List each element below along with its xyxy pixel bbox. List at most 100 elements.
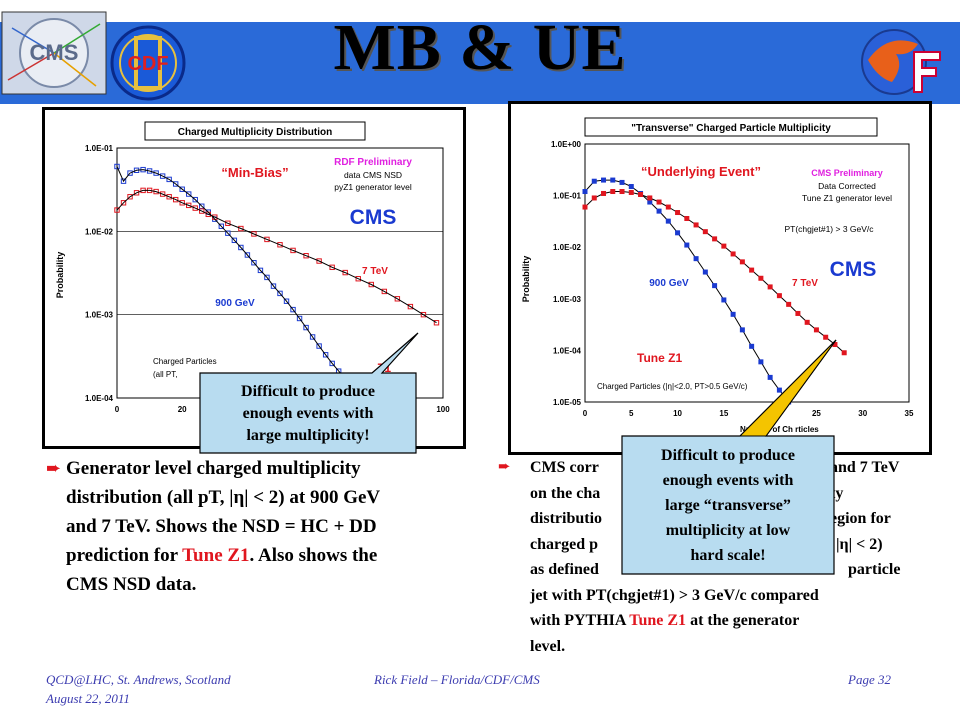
right-data-point-7tev (758, 275, 764, 281)
left-plot-frame (116, 147, 444, 399)
left-data-point-7tev (420, 311, 427, 318)
left-data-point-900gev (296, 315, 303, 322)
left-data-point-7tev (381, 288, 388, 295)
right-data-point-7tev (619, 189, 625, 195)
right-data-point-900gev (758, 359, 764, 365)
left-callout-line-3: large multiplicity! (246, 427, 369, 444)
right-plot-frame (584, 143, 910, 403)
right-bullet-frag-3: on the cha (530, 484, 601, 502)
right-ylabel: Probability (521, 256, 531, 303)
right-callout-line-3: large “transverse” (665, 497, 791, 514)
left-data-point-900gev (114, 163, 120, 170)
left-label-7tev: 7 TeV (362, 266, 388, 277)
right-data-point-7tev (749, 267, 755, 273)
left-label-900gev: 900 GeV (215, 298, 255, 309)
left-data-point-900gev (309, 334, 316, 340)
left-data-point-900gev (231, 237, 238, 244)
left-data-point-900gev (159, 173, 166, 179)
left-data-point-7tev (433, 320, 440, 326)
right-data-point-7tev (702, 229, 708, 235)
right-data-point-900gev (610, 177, 616, 183)
left-generator-curve-7tev (116, 189, 437, 324)
left-data-point-900gev (192, 196, 198, 203)
right-tune-label: Tune Z1 (637, 351, 682, 365)
left-xtick-label: 0 (115, 405, 120, 414)
right-data-point-900gev (675, 230, 681, 236)
left-bullet-line-4a: prediction for (66, 545, 183, 566)
right-tag-ue: “Underlying Event” (641, 164, 761, 179)
right-bullet-frag-7: charged p (530, 535, 598, 553)
left-data-point-7tev (394, 296, 401, 302)
right-data-point-7tev (628, 189, 634, 195)
left-callout-line-1: Difficult to produce (241, 383, 375, 400)
left-data-point-7tev (316, 258, 322, 264)
left-callout-line-2: enough events with (243, 405, 374, 422)
right-xlabel-fragment: Number of Ch rticles (740, 425, 819, 434)
right-bullet-line-7: with PYTHIA Tune Z1 at the generator (530, 608, 930, 634)
right-bullet-frag-9: as defined (530, 561, 599, 578)
left-data-point-900gev (166, 176, 172, 183)
left-data-point-900gev (283, 298, 290, 304)
right-bullet-line-4: charged p , |η| < 2) (530, 532, 930, 558)
right-data-point-900gev (712, 283, 718, 289)
right-ytick-label: 1.0E-02 (553, 243, 582, 252)
left-data-point-900gev (179, 186, 185, 192)
left-bullet-tune-z1: Tune Z1 (182, 545, 250, 566)
left-prelim-line-1: data CMS NSD (344, 170, 402, 180)
footer-date: August 22, 2011 (46, 691, 130, 706)
cdf-logo-text: CDF (127, 53, 168, 75)
left-data-point-7tev (238, 225, 244, 232)
left-data-point-900gev (153, 170, 159, 176)
left-data-point-7tev (159, 191, 166, 197)
right-bullet-line-3: distributio egion for (530, 506, 930, 532)
left-title-box (144, 121, 366, 141)
right-ytick-label: 1.0E-05 (553, 398, 582, 407)
left-data-point-7tev (133, 190, 140, 196)
left-data-point-7tev (225, 220, 231, 226)
left-data-point-7tev (120, 200, 127, 206)
right-bullet-tune-z1: Tune Z1 (629, 612, 687, 629)
right-xtick-label: 10 (673, 409, 682, 418)
right-chart: 1.0E+00 1.0E-01 1.0E-02 1.0E-03 1.0E-04 1.0E-… (521, 117, 914, 434)
left-data-point-900gev (290, 306, 296, 313)
right-data-point-7tev (804, 319, 810, 325)
left-data-point-900gev (322, 352, 329, 358)
left-ytick-label: 1.0E-03 (85, 311, 114, 320)
right-data-point-7tev (832, 342, 838, 348)
right-bullet-frag-10: particle (848, 561, 901, 578)
left-bullet-text: Generator level charged multiplicity dis… (66, 454, 486, 599)
cms-logo-text: CMS (30, 40, 79, 65)
left-bullet-line-5: CMS NSD data. (66, 574, 197, 595)
left-data-point-900gev (251, 260, 257, 266)
right-callout-line-2: enough events with (663, 472, 794, 489)
left-data-point-900gev (120, 178, 127, 184)
right-bullet-arrow: ➨ (498, 459, 511, 475)
right-ytick-label: 1.0E-01 (553, 192, 582, 201)
right-data-point-7tev (665, 204, 671, 210)
right-data-point-7tev (582, 204, 588, 210)
right-data-point-7tev (675, 210, 681, 216)
right-xtick-label: 35 (905, 409, 914, 418)
left-data-point-7tev (172, 196, 179, 203)
left-data-point-7tev (264, 236, 270, 243)
right-xtick-label: 15 (719, 409, 728, 418)
right-data-point-900gev (702, 269, 708, 275)
left-legend-line-2: (all PT, (153, 370, 177, 379)
left-bullet-line-2: distribution (all pT, |η| < 2) at 900 Ge… (66, 487, 381, 508)
right-callout-line-4: multiplicity at low (666, 522, 791, 539)
left-callout-pointer (199, 332, 419, 454)
right-callout-line-1: Difficult to produce (661, 447, 795, 464)
right-bullet-frag-8: , |η| < 2) (828, 535, 883, 553)
right-ytick-label: 1.0E-04 (553, 346, 582, 355)
right-data-point-900gev (730, 311, 736, 317)
right-xtick-label: 25 (812, 409, 821, 418)
right-label-900gev: 900 GeV (649, 278, 689, 289)
right-data-point-900gev (739, 327, 745, 333)
right-data-point-900gev (684, 242, 690, 248)
left-data-point-900gev (270, 283, 277, 289)
left-data-point-7tev (199, 208, 205, 214)
left-ytick-label: 1.0E-04 (85, 394, 114, 403)
left-data-point-7tev (166, 194, 172, 200)
right-legend-text: Charged Particles (|η|<2.0, PT>0.5 GeV/c… (597, 382, 748, 391)
right-ytick-label: 1.0E-03 (553, 295, 582, 304)
